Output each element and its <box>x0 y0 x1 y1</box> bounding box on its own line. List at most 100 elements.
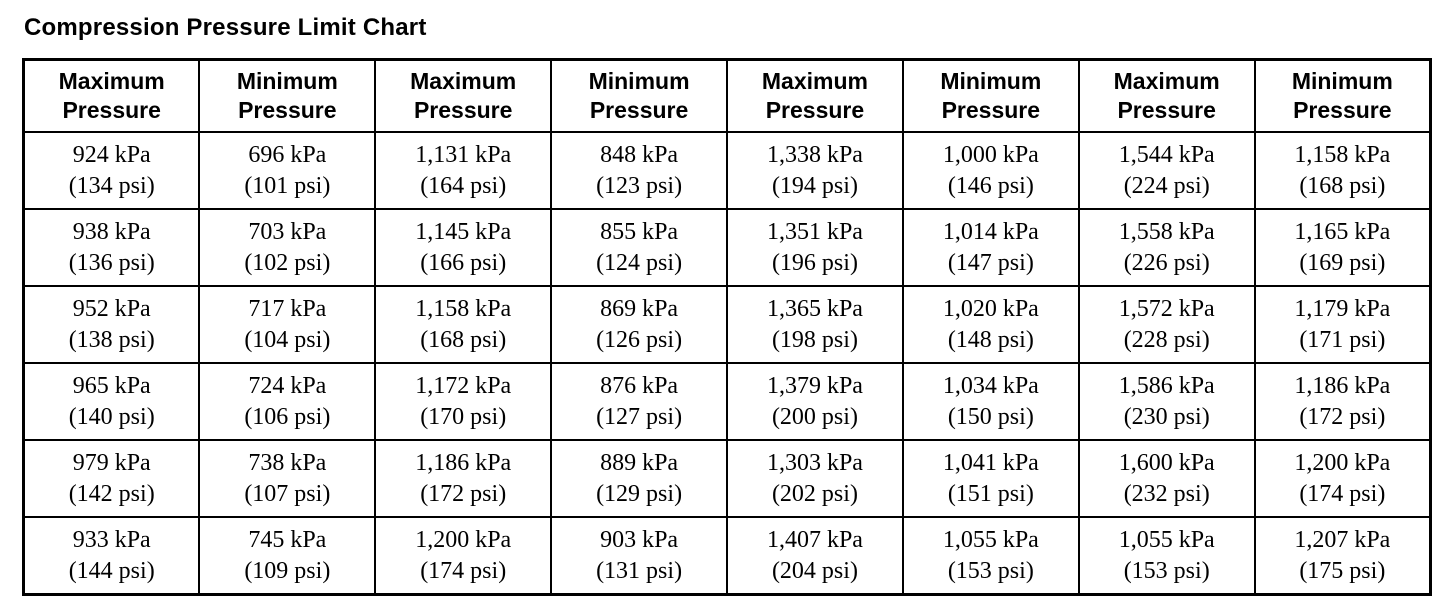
table-cell-r5-c1: 979 kPa (142 psi) <box>22 439 201 518</box>
column-header-2: Minimum Pressure <box>198 58 377 133</box>
table-cell-r6-c3: 1,200 kPa (174 psi) <box>374 516 553 596</box>
header-line-1: Maximum <box>761 68 868 95</box>
header-line-2: Pressure <box>765 97 865 123</box>
psi-value: (146 psi) <box>947 172 1034 199</box>
psi-value: (147 psi) <box>947 249 1034 276</box>
psi-value: (200 psi) <box>771 403 858 430</box>
kpa-value: 738 kPa <box>248 449 327 476</box>
table-cell-r3-c2: 717 kPa (104 psi) <box>198 285 377 364</box>
table-cell-r4-c6: 1,034 kPa (150 psi) <box>901 362 1080 441</box>
psi-value: (104 psi) <box>244 326 331 353</box>
kpa-value: 1,158 kPa <box>1294 141 1391 168</box>
table-cell-r3-c8: 1,179 kPa (171 psi) <box>1253 285 1432 364</box>
psi-value: (131 psi) <box>596 557 683 584</box>
psi-value: (175 psi) <box>1299 557 1386 584</box>
psi-value: (126 psi) <box>596 326 683 353</box>
column-header-1: Maximum Pressure <box>22 58 201 133</box>
table-cell-r3-c7: 1,572 kPa (228 psi) <box>1077 285 1256 364</box>
kpa-value: 1,020 kPa <box>942 295 1039 322</box>
psi-value: (228 psi) <box>1123 326 1210 353</box>
kpa-value: 1,165 kPa <box>1294 218 1391 245</box>
psi-value: (124 psi) <box>596 249 683 276</box>
kpa-value: 1,379 kPa <box>766 372 863 399</box>
kpa-value: 1,200 kPa <box>415 526 512 553</box>
table-cell-r2-c2: 703 kPa (102 psi) <box>198 208 377 287</box>
table-cell-r2-c3: 1,145 kPa (166 psi) <box>374 208 553 287</box>
header-line-2: Pressure <box>1117 97 1216 123</box>
kpa-value: 1,207 kPa <box>1294 526 1391 553</box>
psi-value: (106 psi) <box>244 403 331 430</box>
psi-value: (202 psi) <box>771 480 858 507</box>
table-row-4: 965 kPa (140 psi) 724 kPa (106 psi) 1,172 kP… <box>22 362 1432 441</box>
kpa-value: 903 kPa <box>600 526 679 553</box>
table-cell-r2-c5: 1,351 kPa (196 psi) <box>726 208 904 287</box>
kpa-value: 848 kPa <box>600 141 679 168</box>
table-cell-r5-c3: 1,186 kPa (172 psi) <box>374 439 553 518</box>
psi-value: (170 psi) <box>420 403 507 430</box>
column-header-4: Minimum Pressure <box>550 58 728 133</box>
kpa-value: 1,158 kPa <box>415 295 512 322</box>
kpa-value: 855 kPa <box>600 218 679 245</box>
table-row-5: 979 kPa (142 psi) 738 kPa (107 psi) 1,186 kP… <box>22 439 1432 518</box>
table-cell-r6-c2: 745 kPa (109 psi) <box>198 516 377 596</box>
table-cell-r2-c6: 1,014 kPa (147 psi) <box>901 208 1080 287</box>
kpa-value: 1,000 kPa <box>942 141 1039 168</box>
table-cell-r3-c5: 1,365 kPa (198 psi) <box>726 285 904 364</box>
psi-value: (129 psi) <box>596 480 683 507</box>
table-cell-r1-c7: 1,544 kPa (224 psi) <box>1077 131 1256 210</box>
table-row-3: 952 kPa (138 psi) 717 kPa (104 psi) 1,158 kP… <box>22 285 1432 364</box>
table-row-6: 933 kPa (144 psi) 745 kPa (109 psi) 1,200 kP… <box>22 516 1432 596</box>
table-cell-r2-c1: 938 kPa (136 psi) <box>22 208 201 287</box>
psi-value: (123 psi) <box>596 172 683 199</box>
table-cell-r4-c8: 1,186 kPa (172 psi) <box>1253 362 1432 441</box>
psi-value: (109 psi) <box>244 557 331 584</box>
table-header: Maximum Pressure Minimum Pressure Maximum Pre… <box>22 58 1432 133</box>
kpa-value: 1,172 kPa <box>415 372 512 399</box>
header-line-2: Pressure <box>413 97 513 123</box>
kpa-value: 1,145 kPa <box>415 218 512 245</box>
psi-value: (172 psi) <box>420 480 507 507</box>
kpa-value: 1,338 kPa <box>766 141 863 168</box>
psi-value: (140 psi) <box>68 403 155 430</box>
psi-value: (171 psi) <box>1299 326 1386 353</box>
table-cell-r4-c5: 1,379 kPa (200 psi) <box>726 362 904 441</box>
kpa-value: 938 kPa <box>72 218 151 245</box>
kpa-value: 724 kPa <box>248 372 327 399</box>
kpa-value: 1,558 kPa <box>1118 218 1215 245</box>
column-header-8: Minimum Pressure <box>1253 58 1432 133</box>
kpa-value: 696 kPa <box>248 141 327 168</box>
table-cell-r5-c6: 1,041 kPa (151 psi) <box>901 439 1080 518</box>
table-cell-r1-c2: 696 kPa (101 psi) <box>198 131 377 210</box>
table-cell-r4-c4: 876 kPa (127 psi) <box>550 362 728 441</box>
psi-value: (172 psi) <box>1299 403 1386 430</box>
table-header-row: Maximum Pressure Minimum Pressure Maximum Pre… <box>22 58 1432 133</box>
table-cell-r6-c5: 1,407 kPa (204 psi) <box>726 516 904 596</box>
table-cell-r6-c8: 1,207 kPa (175 psi) <box>1253 516 1432 596</box>
kpa-value: 1,055 kPa <box>1118 526 1215 553</box>
header-line-1: Maximum <box>1113 68 1220 95</box>
psi-value: (144 psi) <box>68 557 155 584</box>
kpa-value: 1,365 kPa <box>766 295 863 322</box>
table-cell-r5-c8: 1,200 kPa (174 psi) <box>1253 439 1432 518</box>
kpa-value: 717 kPa <box>248 295 327 322</box>
kpa-value: 1,544 kPa <box>1118 141 1215 168</box>
kpa-value: 1,186 kPa <box>415 449 512 476</box>
kpa-value: 1,407 kPa <box>766 526 863 553</box>
table-row-1: 924 kPa (134 psi) 696 kPa (101 psi) 1,131 kP… <box>22 131 1432 210</box>
psi-value: (174 psi) <box>1299 480 1386 507</box>
header-line-1: Minimum <box>236 68 338 95</box>
table-cell-r4-c3: 1,172 kPa (170 psi) <box>374 362 553 441</box>
kpa-value: 703 kPa <box>248 218 327 245</box>
psi-value: (134 psi) <box>68 172 155 199</box>
kpa-value: 1,131 kPa <box>415 141 512 168</box>
psi-value: (138 psi) <box>68 326 155 353</box>
psi-value: (196 psi) <box>771 249 858 276</box>
table-cell-r6-c7: 1,055 kPa (153 psi) <box>1077 516 1256 596</box>
psi-value: (194 psi) <box>771 172 858 199</box>
kpa-value: 933 kPa <box>72 526 151 553</box>
psi-value: (232 psi) <box>1123 480 1210 507</box>
psi-value: (230 psi) <box>1123 403 1210 430</box>
header-line-1: Maximum <box>58 68 165 95</box>
kpa-value: 1,186 kPa <box>1294 372 1391 399</box>
psi-value: (101 psi) <box>244 172 331 199</box>
